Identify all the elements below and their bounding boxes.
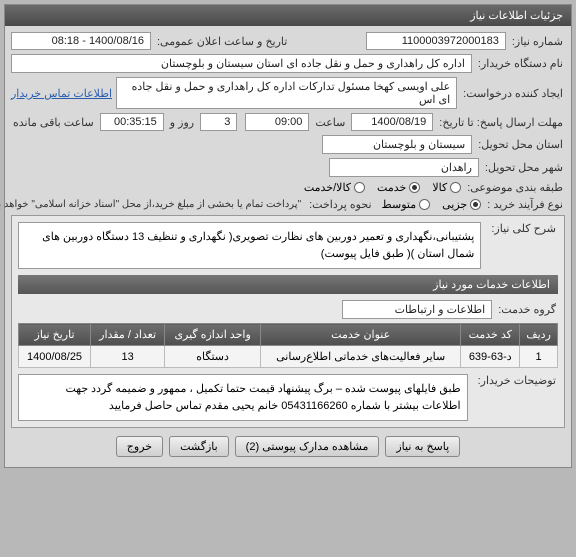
- th-5: تاریخ نیاز: [19, 324, 91, 346]
- detail-box: شرح کلی نیاز: پشتیبانی،نگهداری و تعمیر د…: [11, 215, 565, 428]
- lbl-requester: ایجاد کننده درخواست:: [461, 87, 565, 100]
- reply-button[interactable]: پاسخ به نیاز: [385, 436, 460, 457]
- field-group: اطلاعات و ارتباطات: [342, 300, 492, 319]
- table-header-row: ردیف کد خدمت عنوان خدمت واحد اندازه گیری…: [19, 324, 558, 346]
- lbl-announce: تاریخ و ساعت اعلان عمومی:: [155, 35, 289, 48]
- field-req-no: 1100003972000183: [366, 32, 506, 50]
- lbl-req-no: شماره نیاز:: [510, 35, 565, 48]
- contact-link[interactable]: اطلاعات تماس خریدار: [11, 87, 112, 100]
- th-2: عنوان خدمت: [261, 324, 461, 346]
- lbl-process: نوع فرآیند خرید :: [485, 198, 565, 211]
- lbl-hour: ساعت: [313, 116, 347, 129]
- back-button[interactable]: بازگشت: [169, 436, 229, 457]
- th-0: ردیف: [520, 324, 558, 346]
- field-requester: علی اویسی کهخا مسئول تدارکات اداره کل را…: [116, 77, 457, 109]
- th-4: تعداد / مقدار: [91, 324, 165, 346]
- button-bar: پاسخ به نیاز مشاهده مدارک پیوستی (2) باز…: [11, 428, 565, 461]
- field-buyer: اداره کل راهداری و حمل و نقل جاده ای است…: [11, 54, 472, 73]
- lbl-days: روز و: [168, 116, 196, 129]
- lbl-remain: ساعت باقی مانده: [11, 116, 96, 129]
- exit-button[interactable]: خروج: [116, 436, 163, 457]
- attachments-button[interactable]: مشاهده مدارک پیوستی (2): [235, 436, 380, 457]
- main-desc: پشتیبانی،نگهداری و تعمیر دوربین های نظار…: [18, 222, 481, 269]
- lbl-group: گروه خدمت:: [496, 303, 558, 316]
- td-1: د-63-639: [461, 346, 520, 368]
- radio-kala-khedmat[interactable]: کالا/خدمت: [304, 181, 365, 194]
- lbl-buyer: نام دستگاه خریدار:: [476, 57, 565, 70]
- lbl-payment: نحوه پرداخت:: [307, 198, 373, 211]
- subject-radio-group: کالا خدمت کالا/خدمت: [304, 181, 461, 194]
- lbl-city: شهر محل تحویل:: [483, 161, 565, 174]
- th-1: کد خدمت: [461, 324, 520, 346]
- field-deadline-hour: 09:00: [245, 113, 309, 131]
- title-bar: جزئیات اطلاعات نیاز: [5, 5, 571, 26]
- td-2: سایر فعالیت‌های خدماتی اطلاع‌رسانی: [261, 346, 461, 368]
- section-services: اطلاعات خدمات مورد نیاز: [18, 275, 558, 294]
- field-days: 3: [200, 113, 237, 131]
- lbl-deadline: مهلت ارسال پاسخ: تا تاریخ:: [437, 116, 565, 129]
- field-province: سیستان و بلوچستان: [322, 135, 472, 154]
- radio-motevaset[interactable]: متوسط: [382, 198, 431, 211]
- td-5: 1400/08/25: [19, 346, 91, 368]
- process-radio-group: جزیی متوسط: [382, 198, 482, 211]
- lbl-province: استان محل تحویل:: [476, 138, 565, 151]
- th-3: واحد اندازه گیری: [165, 324, 261, 346]
- window-title: جزئیات اطلاعات نیاز: [470, 10, 563, 22]
- radio-khedmat[interactable]: خدمت: [377, 181, 420, 194]
- notes-text: طبق فایلهای پیوست شده – برگ پیشنهاد قیمت…: [18, 374, 468, 421]
- td-4: 13: [91, 346, 165, 368]
- radio-jozi[interactable]: جزیی: [442, 198, 481, 211]
- main-window: جزئیات اطلاعات نیاز شماره نیاز: 11000039…: [4, 4, 572, 468]
- content-area: شماره نیاز: 1100003972000183 تاریخ و ساع…: [5, 26, 571, 467]
- td-0: 1: [520, 346, 558, 368]
- td-3: دستگاه: [165, 346, 261, 368]
- payment-text: "پرداخت تمام یا بخشی از مبلغ خرید،از محل…: [0, 199, 303, 210]
- table-row[interactable]: 1 د-63-639 سایر فعالیت‌های خدماتی اطلاع‌…: [19, 346, 558, 368]
- lbl-notes: توضیحات خریدار:: [476, 374, 558, 387]
- field-announce: 1400/08/16 - 08:18: [11, 32, 151, 50]
- lbl-main-desc: شرح کلی نیاز:: [489, 222, 558, 235]
- field-city: راهدان: [329, 158, 479, 177]
- field-deadline-date: 1400/08/19: [351, 113, 433, 131]
- services-table: ردیف کد خدمت عنوان خدمت واحد اندازه گیری…: [18, 323, 558, 368]
- lbl-subject-type: طبقه بندی موضوعی:: [465, 181, 565, 194]
- field-remain: 00:35:15: [100, 113, 164, 131]
- radio-kala[interactable]: کالا: [432, 181, 461, 194]
